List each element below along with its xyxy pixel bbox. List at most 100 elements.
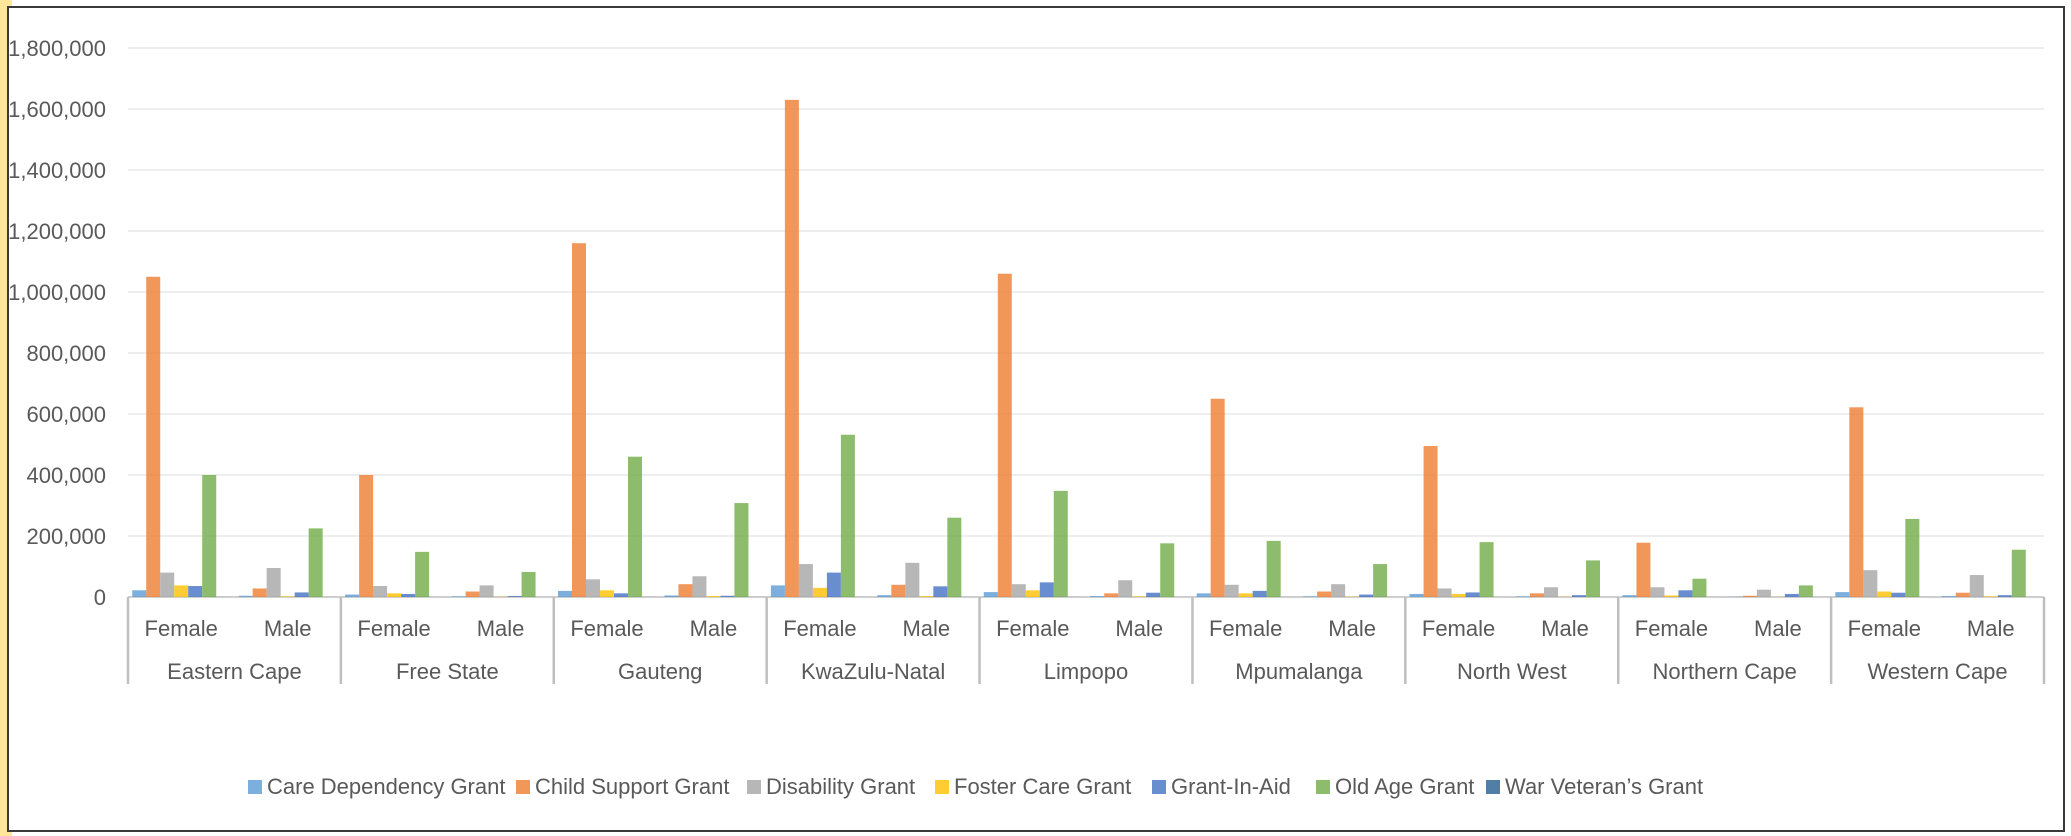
- bar: [521, 571, 536, 597]
- bar: [572, 243, 586, 597]
- group-label: North West: [1457, 659, 1567, 684]
- bar: [784, 99, 799, 597]
- bar: [415, 551, 430, 597]
- bar: [826, 572, 841, 597]
- bar: [1969, 575, 1984, 597]
- legend-swatch: [1486, 780, 1500, 794]
- bar: [1863, 570, 1878, 597]
- legend-label: Old Age Grant: [1335, 774, 1474, 799]
- bar: [983, 592, 998, 597]
- bar: [1210, 398, 1225, 597]
- bar: [1798, 585, 1813, 597]
- group-label: Free State: [396, 659, 499, 684]
- legend-label: Disability Grant: [766, 774, 915, 799]
- bar: [905, 562, 920, 597]
- bar: [202, 475, 217, 597]
- bar: [1955, 592, 1970, 597]
- subcategory-label: Male: [1115, 616, 1163, 641]
- bar: [1011, 584, 1026, 597]
- bar: [1104, 593, 1119, 597]
- bar: [1622, 595, 1637, 597]
- subcategory-label: Female: [1635, 616, 1708, 641]
- bar: [160, 572, 175, 597]
- bar: [1224, 584, 1239, 597]
- bar: [812, 587, 827, 597]
- bar: [1664, 595, 1679, 597]
- bar: [1132, 596, 1147, 597]
- y-tick-label: 1,000,000: [8, 280, 106, 305]
- bar: [1849, 407, 1864, 597]
- bar: [770, 585, 785, 597]
- legend-swatch: [935, 780, 949, 794]
- bar: [664, 595, 679, 597]
- bar: [614, 593, 628, 597]
- subcategory-label: Male: [1967, 616, 2015, 641]
- bar: [1451, 593, 1466, 597]
- bar: [1039, 582, 1054, 597]
- legend-label: War Veteran’s Grant: [1505, 774, 1703, 799]
- legend-label: Care Dependency Grant: [267, 774, 505, 799]
- bar: [1586, 560, 1600, 597]
- bar: [465, 591, 480, 597]
- subcategory-label: Female: [783, 616, 856, 641]
- y-tick-label: 200,000: [26, 524, 106, 549]
- group-label: Mpumalanga: [1235, 659, 1363, 684]
- bar: [1636, 542, 1651, 597]
- group-label: Limpopo: [1044, 659, 1128, 684]
- bar: [1053, 490, 1068, 597]
- bar: [308, 528, 323, 597]
- y-tick-label: 1,600,000: [8, 97, 106, 122]
- bar: [1252, 590, 1267, 597]
- legend-label: Grant-In-Aid: [1171, 774, 1291, 799]
- bar: [600, 590, 614, 597]
- bar: [1160, 543, 1175, 597]
- bar: [1572, 595, 1586, 597]
- legend-swatch: [747, 780, 761, 794]
- bar: [1409, 593, 1424, 597]
- group-label: Eastern Cape: [167, 659, 302, 684]
- bar: [1877, 591, 1892, 597]
- bar: [146, 276, 161, 597]
- subcategory-label: Female: [570, 616, 643, 641]
- legend-label: Child Support Grant: [535, 774, 729, 799]
- bar: [1650, 587, 1665, 597]
- bar: [345, 594, 360, 597]
- bar: [1238, 593, 1253, 597]
- subcategory-label: Female: [1422, 616, 1495, 641]
- bar: [586, 579, 600, 597]
- bar: [1756, 589, 1771, 597]
- bar: [1373, 564, 1388, 597]
- y-tick-label: 1,200,000: [8, 219, 106, 244]
- bar: [280, 596, 295, 597]
- y-tick-label: 0: [94, 585, 106, 610]
- bar: [174, 585, 189, 597]
- bar: [1544, 587, 1558, 597]
- bar: [692, 576, 707, 597]
- bar: [1530, 593, 1544, 597]
- bar: [678, 584, 693, 597]
- bar: [507, 596, 522, 597]
- bar: [891, 584, 906, 597]
- group-label: Western Cape: [1867, 659, 2007, 684]
- bar: [252, 588, 267, 597]
- y-tick-label: 800,000: [26, 341, 106, 366]
- bar: [1437, 588, 1452, 597]
- subcategory-label: Female: [996, 616, 1069, 641]
- bar: [238, 595, 253, 597]
- subcategory-label: Female: [1209, 616, 1282, 641]
- bar: [1997, 595, 2012, 597]
- bar: [1465, 592, 1480, 597]
- bar: [1941, 596, 1956, 597]
- subcategory-label: Male: [902, 616, 950, 641]
- bar: [1146, 592, 1161, 597]
- bar: [1359, 594, 1374, 597]
- bar: [1266, 540, 1281, 597]
- bar: [1090, 596, 1105, 597]
- subcategory-label: Female: [1848, 616, 1921, 641]
- bar: [947, 517, 962, 597]
- bar: [1784, 593, 1799, 597]
- bar: [734, 503, 749, 597]
- bar: [877, 595, 892, 597]
- legend-label: Foster Care Grant: [954, 774, 1131, 799]
